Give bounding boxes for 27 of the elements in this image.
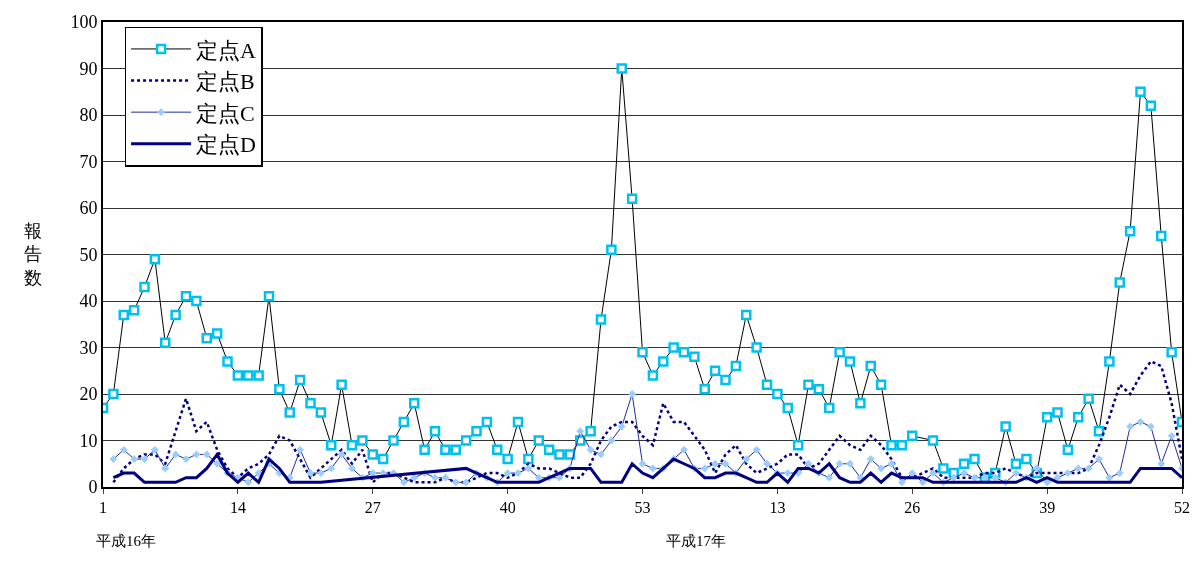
y-tick-label: 100	[70, 12, 98, 33]
x-tick-label: 27	[364, 499, 381, 517]
legend-label: 定点D	[196, 132, 256, 158]
y-tick-label: 90	[79, 58, 98, 79]
legend-label: 定点A	[196, 37, 257, 63]
x-tick-label: 1	[99, 499, 107, 517]
text: 平成16年	[96, 533, 156, 549]
x-tick-label: 13	[769, 499, 786, 517]
x-tick-label: 53	[634, 499, 651, 517]
y-tick-label: 60	[79, 198, 98, 219]
y-tick-label: 20	[79, 384, 98, 405]
y-tick-label: 10	[79, 430, 98, 451]
y-axis-title: 報告数	[24, 221, 42, 288]
x-tick-label: 52	[1174, 499, 1190, 517]
x-tick-label: 14	[229, 499, 246, 517]
y-tick-label: 80	[79, 105, 98, 126]
y-tick-label: 0	[88, 477, 98, 498]
x-tick-label: 39	[1039, 499, 1056, 517]
y-tick-label: 30	[79, 337, 98, 358]
y-tick-label: 50	[79, 244, 98, 265]
x-tick-label: 26	[904, 499, 921, 517]
y-tick-label: 40	[79, 291, 98, 312]
legend-label: 定点B	[196, 69, 255, 95]
text: 平成17年	[666, 533, 726, 549]
y-tick-label: 70	[79, 151, 98, 172]
legend-label: 定点C	[196, 100, 255, 126]
x-tick-label: 40	[499, 499, 516, 517]
